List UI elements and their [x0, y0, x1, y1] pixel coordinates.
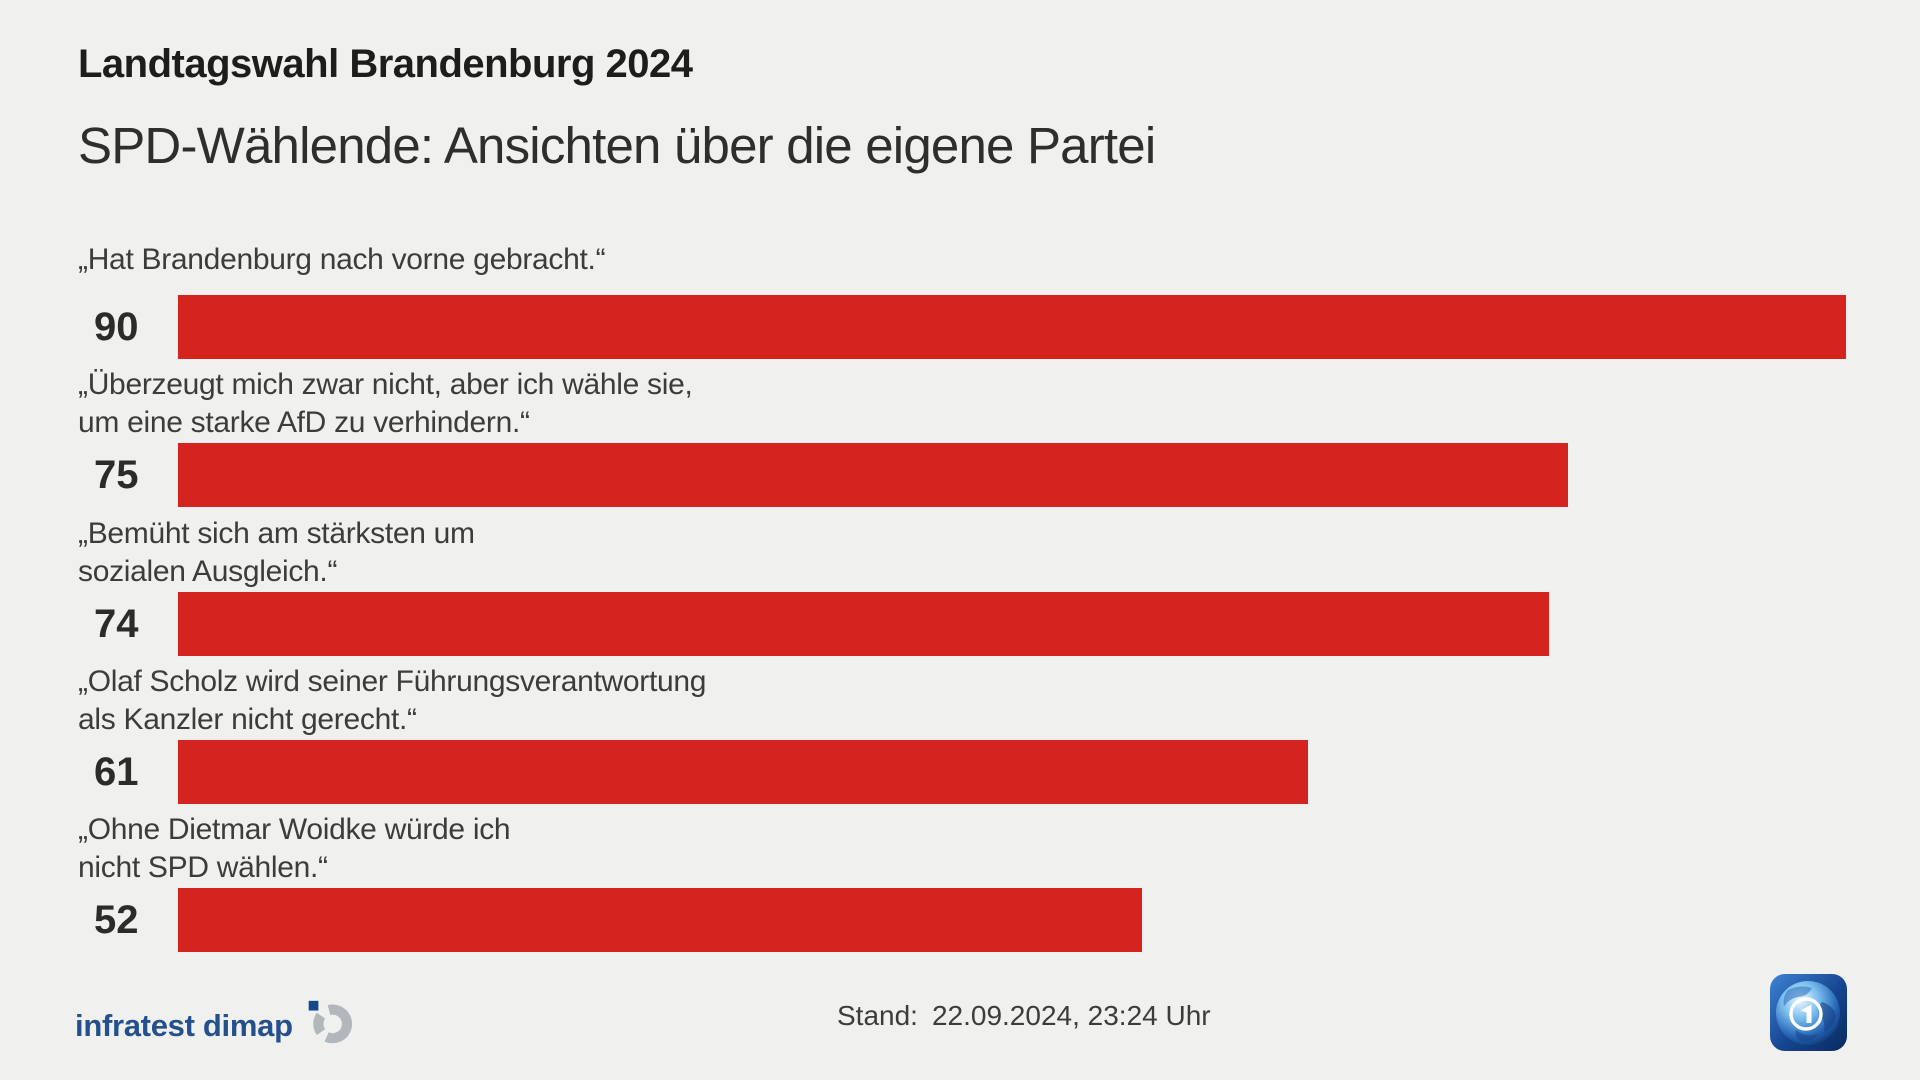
kicker-title: Landtagswahl Brandenburg 2024 [78, 42, 693, 86]
bar-value-label: 90 [94, 305, 139, 349]
bar [178, 443, 1568, 507]
bar [178, 740, 1308, 804]
bar-value-label: 74 [94, 602, 139, 646]
bar-value-label: 75 [94, 453, 139, 497]
ard-tagesschau-logo-icon [1770, 974, 1847, 1051]
status-timestamp: Stand: 22.09.2024, 23:24 Uhr [837, 1000, 1211, 1032]
bar-value-label: 61 [94, 750, 139, 794]
bar [178, 592, 1549, 656]
bar-category-label: „Überzeugt mich zwar nicht, aber ich wäh… [78, 368, 693, 439]
bar [178, 888, 1142, 952]
bar [178, 295, 1846, 359]
source-brand-label: infratest dimap [75, 1007, 293, 1043]
stand-value: 22.09.2024, 23:24 Uhr [931, 1000, 1211, 1031]
bar-category-label: „Olaf Scholz wird seiner Führungsverantw… [78, 665, 707, 736]
page-title: SPD-Wählende: Ansichten über die eigene … [78, 117, 1156, 174]
infratest-dimap-logo-icon [305, 998, 353, 1053]
bar-category-label: „Hat Brandenburg nach vorne gebracht.“ [78, 243, 606, 276]
bar-category-label: „Bemüht sich am stärksten um sozialen Aus… [78, 517, 475, 588]
source-brand: infratest dimap [75, 998, 353, 1053]
stand-label: Stand: [837, 1000, 918, 1031]
bar-value-label: 52 [94, 898, 139, 942]
bar-category-label: „Ohne Dietmar Woidke würde ich nicht SPD … [78, 813, 511, 884]
